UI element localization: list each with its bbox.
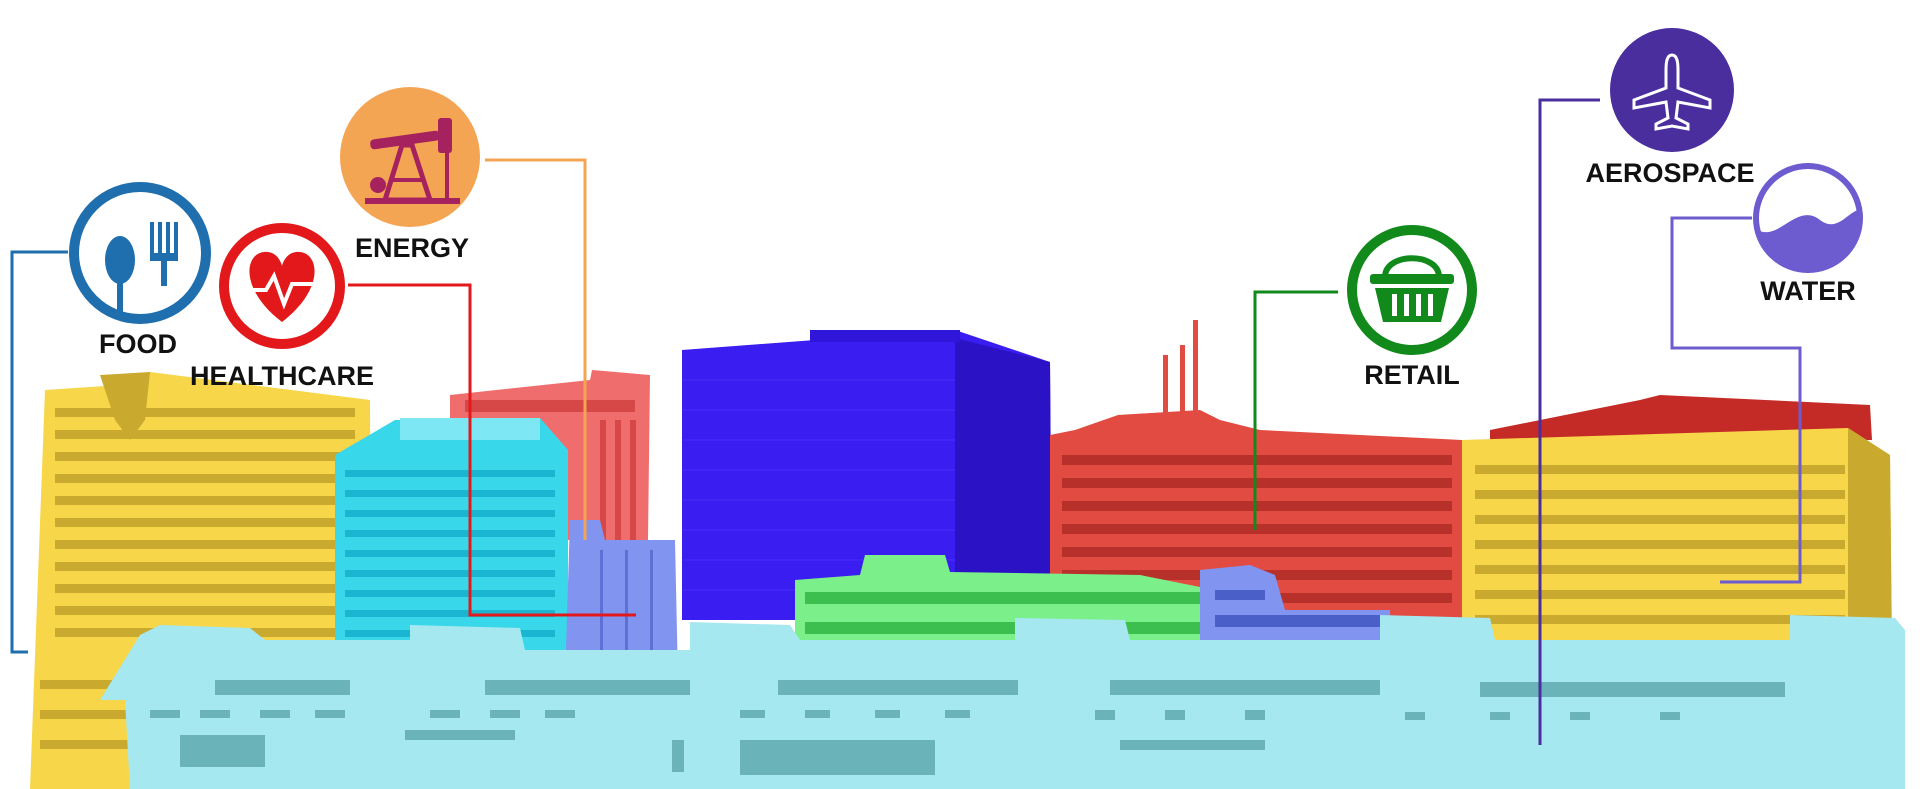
sector-label-retail: RETAIL	[1364, 360, 1460, 390]
healthcare-sector[interactable]: HEALTHCARE	[190, 223, 374, 391]
sector-label-energy: ENERGY	[355, 233, 469, 263]
fork-spoon-icon	[69, 182, 211, 324]
food-connector-line	[10, 250, 68, 654]
retail-connector-line	[1253, 290, 1338, 530]
water-sector[interactable]: WATER	[1752, 163, 1865, 306]
airplane-icon	[1610, 28, 1734, 152]
yellow-building-right	[1462, 395, 1892, 650]
oil-pumpjack-icon	[340, 87, 480, 227]
energy-connector-line	[485, 158, 587, 540]
healthcare-connector-line	[348, 283, 636, 617]
retail-sector[interactable]: RETAIL	[1347, 225, 1477, 390]
water-wave-icon	[1753, 163, 1863, 273]
connector-lines	[10, 98, 1802, 745]
sector-label-aerospace: AEROSPACE	[1585, 158, 1754, 188]
sector-label-food: FOOD	[99, 329, 177, 359]
periwinkle-building-left	[565, 520, 678, 680]
skyline-buildings	[30, 320, 1892, 789]
aerospace-sector[interactable]: AEROSPACE	[1585, 28, 1755, 188]
food-sector[interactable]: FOOD	[69, 182, 211, 359]
energy-sector[interactable]: ENERGY	[340, 87, 480, 263]
sector-label-healthcare: HEALTHCARE	[190, 361, 374, 391]
foreground-waterfront	[100, 615, 1905, 789]
aerospace-connector-line	[1538, 98, 1600, 745]
blue-tower	[682, 330, 1052, 620]
heart-pulse-icon	[219, 223, 345, 349]
sector-label-water: WATER	[1760, 276, 1856, 306]
shopping-basket-icon	[1347, 225, 1477, 355]
water-connector-line	[1670, 216, 1802, 584]
